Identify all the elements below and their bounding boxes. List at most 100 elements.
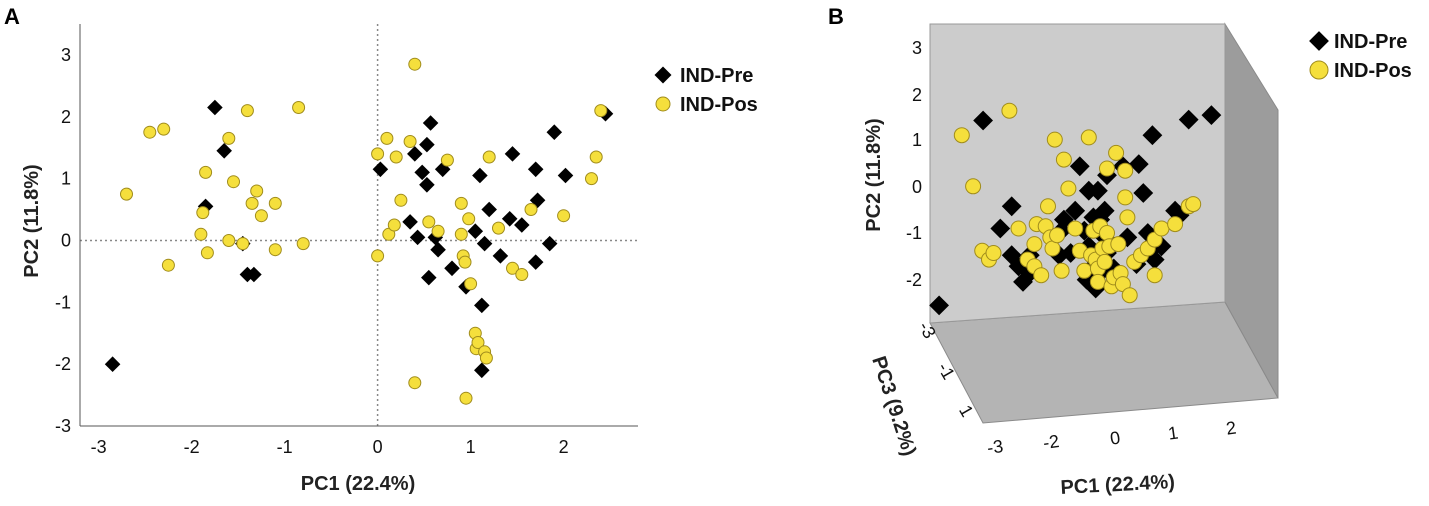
data-point-pos [589, 150, 603, 164]
data-point-pos [268, 196, 282, 210]
data-point-3d-pos [1099, 160, 1115, 177]
y-tick-label: 0 [61, 230, 71, 250]
legend-pre-marker [654, 66, 672, 84]
data-point-pos [245, 196, 259, 210]
legend: IND-Pre IND-Pos [654, 65, 758, 116]
z-axis-title-3d: PC3 (9.2%) [867, 354, 920, 459]
x-tick-label: -2 [184, 437, 200, 457]
data-point-pos [557, 209, 571, 223]
data-point-3d-pos [1010, 220, 1027, 237]
data-point-3d-pos [1119, 209, 1136, 226]
data-point-3d-pos [1055, 151, 1072, 168]
x-tick-label: -3 [91, 437, 107, 457]
data-point-3d-pos [1053, 262, 1070, 279]
data-point-pos [292, 101, 306, 114]
data-point-pre [527, 161, 544, 178]
data-point-pos [408, 376, 422, 390]
data-point-pre [430, 241, 446, 258]
data-point-pos [194, 227, 208, 241]
data-point-pos [250, 184, 264, 198]
panel-b-label: B [828, 4, 844, 29]
x-tick-label-3d: 2 [1225, 417, 1238, 438]
y-axis-title-3d: PC2 (11.8%) [863, 118, 885, 231]
data-point-pre [474, 297, 490, 314]
data-point-pre [407, 146, 423, 162]
data-point-pos [196, 206, 210, 220]
data-point-pos [431, 224, 445, 238]
data-point-3d-pre [1133, 183, 1154, 203]
data-point-3d-pos [1060, 180, 1077, 197]
data-point-3d-pos [1001, 102, 1018, 119]
data-point-3d-pos [1117, 189, 1134, 206]
data-point-pos [371, 147, 385, 161]
data-point-pos [296, 237, 310, 251]
data-point-pre [104, 356, 121, 372]
data-point-pre [527, 254, 544, 270]
data-point-pos [492, 221, 505, 235]
series-ind-pre [104, 99, 614, 379]
data-point-3d-pos [1089, 273, 1106, 290]
data-point-pre [474, 362, 490, 379]
data-point-pos [389, 150, 403, 164]
data-point-pre [216, 143, 232, 159]
data-point-3d-pre [1128, 154, 1149, 174]
data-point-pre [476, 235, 493, 252]
data-point-pos [464, 277, 478, 291]
data-point-pos [440, 153, 454, 167]
x-tick-label-3d: -2 [1042, 431, 1061, 453]
data-point-pre [402, 214, 418, 230]
data-point-3d-pre [1201, 105, 1222, 125]
x-tick-label: 2 [559, 437, 569, 457]
data-point-pre [444, 260, 460, 277]
data-point-pre [481, 201, 497, 218]
data-point-3d-pos [1153, 220, 1170, 237]
data-point-pos [254, 209, 268, 223]
data-point-pos [422, 215, 436, 229]
data-point-pos [585, 172, 598, 186]
data-point-pos [161, 258, 175, 272]
data-point-3d-pre [1142, 125, 1163, 146]
data-point-3d-pos [1026, 236, 1043, 253]
data-point-pos [403, 135, 417, 148]
legend-pos-marker [655, 96, 671, 112]
legend-pre-label: IND-Pre [680, 65, 753, 87]
data-point-3d-pos [1121, 287, 1138, 304]
data-point-pos [227, 175, 240, 189]
data-point-pos [199, 165, 213, 179]
data-point-pos [268, 243, 282, 257]
data-point-pre [422, 115, 439, 131]
y-tick-label-3d: 0 [912, 177, 922, 197]
data-point-pos [459, 391, 473, 405]
legend-3d-pre-marker [1309, 31, 1329, 51]
data-point-3d-pos [1167, 216, 1184, 233]
data-point-pos [120, 187, 133, 201]
x-axis-title-3d: PC1 (22.4%) [1060, 471, 1175, 499]
data-point-3d-pos [1108, 144, 1125, 161]
reference-lines [80, 24, 638, 426]
data-point-pos [143, 125, 157, 139]
data-point-pos [236, 237, 250, 251]
axes [79, 24, 638, 427]
data-point-pre [557, 167, 574, 184]
panel-a: A -3 -2 -1 0 1 2 -3 -2 -1 0 1 2 3 PC1 (22.4%) PC2 (1… [4, 4, 758, 495]
y-tick-label-3d: -2 [906, 270, 922, 290]
legend-3d-pos-label: IND-Pos [1334, 60, 1412, 82]
data-point-3d-pre [1094, 200, 1115, 221]
data-point-pre [504, 146, 521, 162]
legend-3d: IND-Pre IND-Pos [1309, 31, 1412, 82]
x-tick-label: 1 [466, 437, 476, 457]
data-point-pre [409, 229, 426, 246]
x-tick-label: 0 [373, 437, 383, 457]
y-tick-label-3d: 1 [912, 130, 922, 150]
data-point-3d-pos [1046, 131, 1063, 148]
data-point-3d-pos [1076, 262, 1093, 279]
data-point-pos [240, 104, 254, 118]
data-point-3d-pos [1099, 225, 1115, 241]
data-point-3d-pos [1146, 267, 1163, 284]
data-point-3d-pos [1049, 227, 1066, 244]
series-3d [929, 102, 1222, 316]
data-point-pre [372, 161, 389, 178]
y-tick-label: -3 [55, 416, 71, 436]
data-point-pos [482, 150, 496, 164]
